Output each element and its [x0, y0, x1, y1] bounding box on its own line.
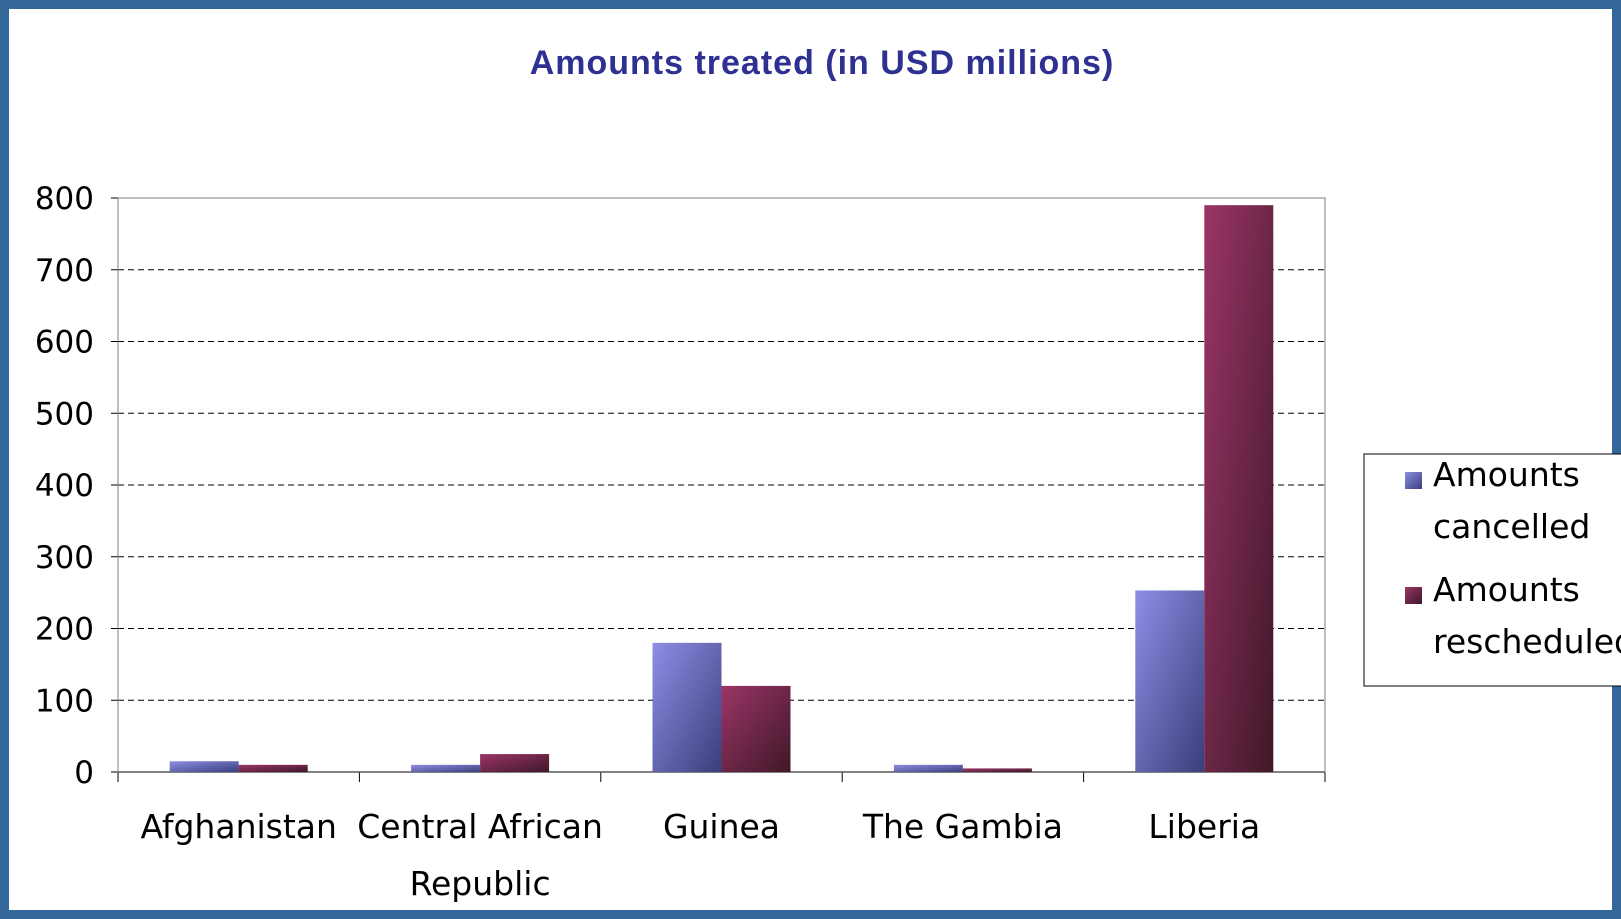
bar-rescheduled	[1204, 205, 1274, 773]
bar-cancelled	[893, 764, 963, 772]
y-tick-label: 0	[74, 755, 94, 791]
legend-swatch	[1405, 587, 1422, 604]
x-category-label: Liberia	[1148, 807, 1260, 846]
x-category-label: The Gambia	[862, 807, 1063, 846]
y-tick-label: 700	[35, 253, 94, 289]
x-category-label: Central African Republic	[357, 807, 603, 903]
y-tick-label: 500	[35, 396, 94, 432]
legend-box	[1363, 453, 1621, 687]
y-axis-tick-labels: 0 100 200 300 400 500 600 700 800	[35, 181, 94, 791]
legend-swatch	[1405, 472, 1422, 489]
bar-cancelled	[652, 642, 722, 772]
bars	[169, 205, 1274, 773]
legend: Amounts cancelled Amounts rescheduled	[1363, 453, 1621, 687]
bar-rescheduled	[962, 768, 1032, 772]
legend-label: Amounts cancelled	[1433, 455, 1590, 546]
y-tick-label: 800	[35, 181, 94, 217]
y-tick-label: 400	[35, 468, 94, 504]
x-category-label: Afghanistan	[140, 807, 336, 846]
y-tick-label: 600	[35, 325, 94, 361]
y-tick-label: 100	[35, 683, 94, 719]
bar-rescheduled	[238, 764, 308, 772]
chart-title: Amounts treated (in USD millions)	[530, 44, 1115, 82]
x-category-label: Guinea	[663, 807, 780, 846]
y-tick-label: 300	[35, 540, 94, 576]
bar-cancelled	[1135, 590, 1205, 772]
y-tick-label: 200	[35, 612, 94, 648]
bar-rescheduled	[721, 685, 791, 772]
bar-cancelled	[169, 761, 239, 772]
bar-rescheduled	[480, 754, 550, 772]
x-axis-category-labels: Afghanistan Central African Republic Guinea…	[140, 807, 1260, 903]
legend-label: Amounts rescheduled	[1433, 570, 1621, 661]
bar-cancelled	[411, 764, 481, 772]
